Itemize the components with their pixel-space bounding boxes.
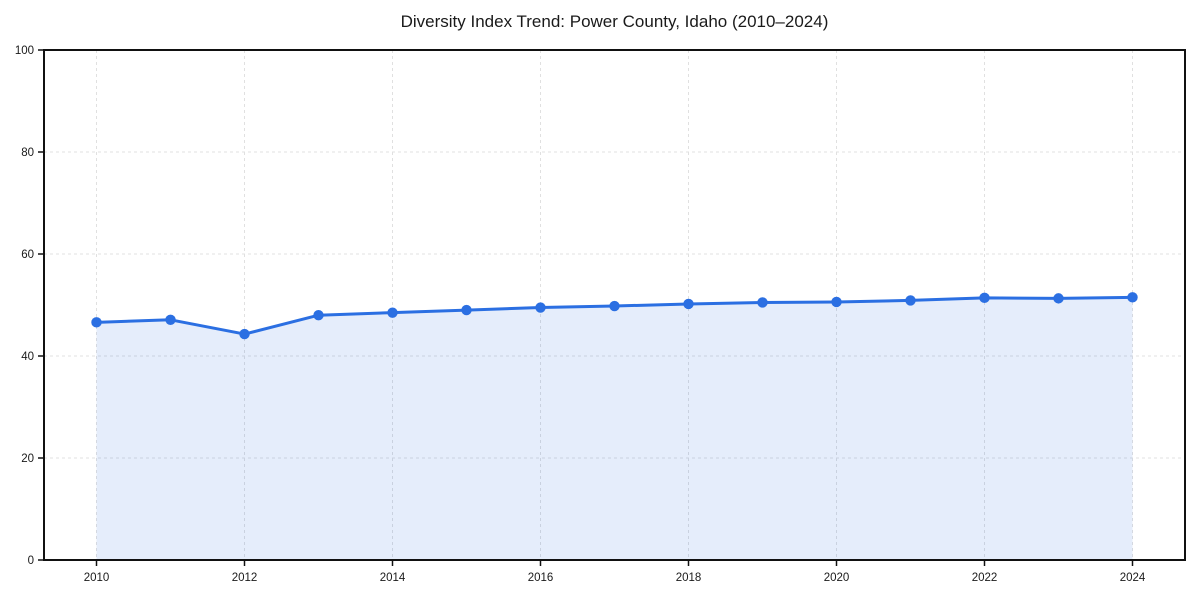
- y-tick-label-20: 20: [21, 453, 34, 465]
- data-point-2019: [757, 297, 768, 308]
- data-point-2020: [831, 296, 842, 308]
- data-point-2014: [387, 307, 398, 318]
- data-point-2018: [683, 298, 694, 310]
- y-tick-label-80: 80: [21, 147, 34, 159]
- x-tick-label-2016: 2016: [528, 572, 554, 584]
- x-tick-label-2018: 2018: [676, 572, 702, 584]
- data-point-2024: [1127, 292, 1138, 303]
- y-tick-label-60: 60: [21, 249, 34, 261]
- data-point-2015: [461, 304, 472, 316]
- chart-title: Diversity Index Trend: Power County, Ida…: [400, 12, 829, 31]
- data-point-2010: [91, 317, 102, 328]
- data-point-2023: [1053, 293, 1064, 304]
- y-tick-label-40: 40: [21, 351, 34, 363]
- data-point-2012: [239, 328, 250, 340]
- data-point-2013: [313, 310, 324, 321]
- series-area-fill: [96, 297, 1133, 560]
- y-tick-label-0: 0: [28, 555, 34, 567]
- data-point-2021: [905, 295, 916, 306]
- data-point-2017: [609, 300, 620, 312]
- data-point-2022: [979, 292, 990, 304]
- data-point-2016: [535, 302, 546, 313]
- x-tick-label-2024: 2024: [1120, 572, 1146, 584]
- y-tick-label-100: 100: [15, 45, 34, 57]
- data-point-2011: [165, 314, 176, 325]
- x-tick-label-2022: 2022: [972, 572, 998, 584]
- x-tick-label-2014: 2014: [380, 572, 406, 584]
- x-tick-label-2010: 2010: [84, 572, 110, 584]
- x-tick-label-2012: 2012: [232, 572, 258, 584]
- plot-border: [43, 49, 1186, 561]
- x-tick-label-2020: 2020: [824, 572, 850, 584]
